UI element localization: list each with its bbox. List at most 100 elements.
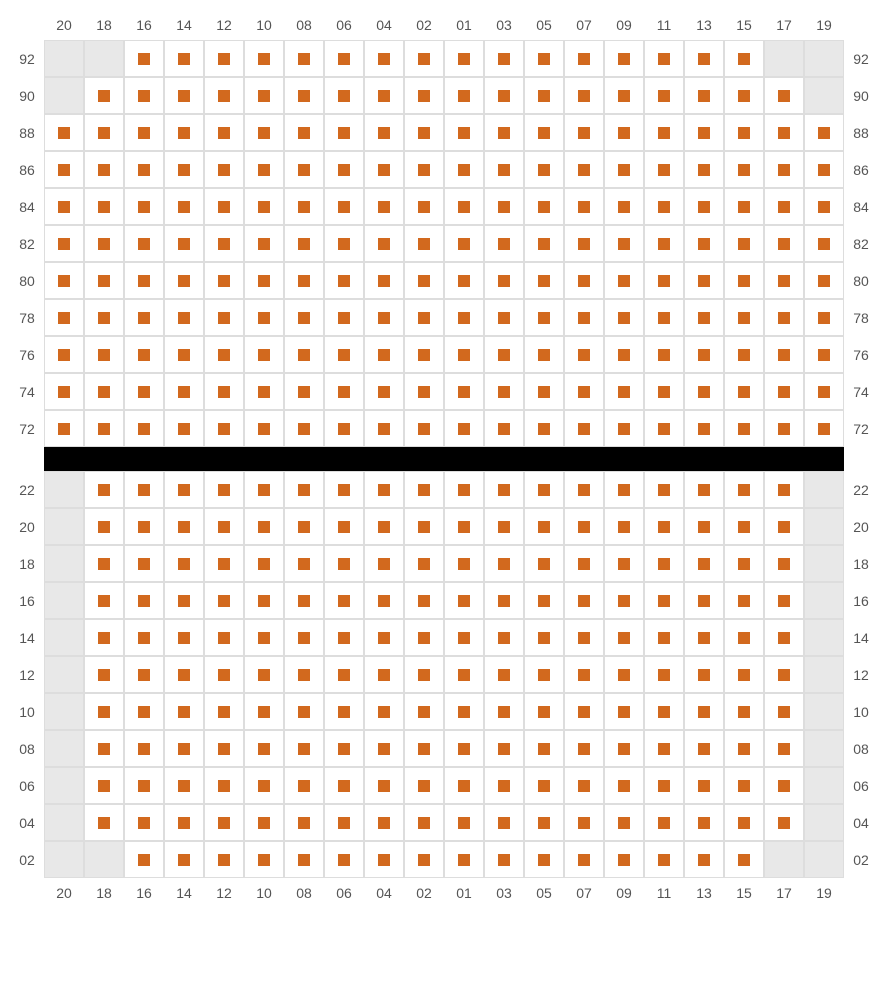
seat-cell[interactable] — [724, 767, 764, 804]
seat-cell[interactable] — [364, 77, 404, 114]
seat-cell[interactable] — [244, 693, 284, 730]
seat-cell[interactable] — [524, 693, 564, 730]
seat-cell[interactable] — [564, 841, 604, 878]
seat-cell[interactable] — [164, 373, 204, 410]
seat-cell[interactable] — [444, 40, 484, 77]
seat-cell[interactable] — [524, 151, 564, 188]
seat-cell[interactable] — [444, 767, 484, 804]
seat-cell[interactable] — [604, 471, 644, 508]
seat-cell[interactable] — [44, 151, 84, 188]
seat-cell[interactable] — [124, 188, 164, 225]
seat-cell[interactable] — [804, 151, 844, 188]
seat-cell[interactable] — [324, 77, 364, 114]
seat-cell[interactable] — [764, 262, 804, 299]
seat-cell[interactable] — [604, 841, 644, 878]
seat-cell[interactable] — [684, 77, 724, 114]
seat-cell[interactable] — [404, 693, 444, 730]
seat-cell[interactable] — [564, 508, 604, 545]
seat-cell[interactable] — [444, 471, 484, 508]
seat-cell[interactable] — [404, 40, 444, 77]
seat-cell[interactable] — [444, 77, 484, 114]
seat-cell[interactable] — [164, 336, 204, 373]
seat-cell[interactable] — [444, 373, 484, 410]
seat-cell[interactable] — [164, 40, 204, 77]
seat-cell[interactable] — [44, 410, 84, 447]
seat-cell[interactable] — [484, 299, 524, 336]
seat-cell[interactable] — [164, 545, 204, 582]
seat-cell[interactable] — [604, 77, 644, 114]
seat-cell[interactable] — [364, 804, 404, 841]
seat-cell[interactable] — [484, 508, 524, 545]
seat-cell[interactable] — [364, 410, 404, 447]
seat-cell[interactable] — [684, 299, 724, 336]
seat-cell[interactable] — [564, 545, 604, 582]
seat-cell[interactable] — [484, 225, 524, 262]
seat-cell[interactable] — [724, 508, 764, 545]
seat-cell[interactable] — [244, 262, 284, 299]
seat-cell[interactable] — [524, 656, 564, 693]
seat-cell[interactable] — [724, 841, 764, 878]
seat-cell[interactable] — [644, 767, 684, 804]
seat-cell[interactable] — [724, 262, 764, 299]
seat-cell[interactable] — [364, 508, 404, 545]
seat-cell[interactable] — [524, 841, 564, 878]
seat-cell[interactable] — [324, 410, 364, 447]
seat-cell[interactable] — [244, 77, 284, 114]
seat-cell[interactable] — [204, 619, 244, 656]
seat-cell[interactable] — [84, 508, 124, 545]
seat-cell[interactable] — [364, 767, 404, 804]
seat-cell[interactable] — [204, 410, 244, 447]
seat-cell[interactable] — [764, 336, 804, 373]
seat-cell[interactable] — [684, 545, 724, 582]
seat-cell[interactable] — [604, 373, 644, 410]
seat-cell[interactable] — [364, 151, 404, 188]
seat-cell[interactable] — [204, 373, 244, 410]
seat-cell[interactable] — [564, 188, 604, 225]
seat-cell[interactable] — [244, 336, 284, 373]
seat-cell[interactable] — [404, 767, 444, 804]
seat-cell[interactable] — [564, 730, 604, 767]
seat-cell[interactable] — [604, 545, 644, 582]
seat-cell[interactable] — [164, 693, 204, 730]
seat-cell[interactable] — [644, 471, 684, 508]
seat-cell[interactable] — [724, 545, 764, 582]
seat-cell[interactable] — [284, 336, 324, 373]
seat-cell[interactable] — [644, 619, 684, 656]
seat-cell[interactable] — [524, 262, 564, 299]
seat-cell[interactable] — [284, 114, 324, 151]
seat-cell[interactable] — [404, 151, 444, 188]
seat-cell[interactable] — [484, 841, 524, 878]
seat-cell[interactable] — [364, 114, 404, 151]
seat-cell[interactable] — [524, 225, 564, 262]
seat-cell[interactable] — [324, 767, 364, 804]
seat-cell[interactable] — [404, 225, 444, 262]
seat-cell[interactable] — [444, 225, 484, 262]
seat-cell[interactable] — [644, 841, 684, 878]
seat-cell[interactable] — [764, 114, 804, 151]
seat-cell[interactable] — [644, 188, 684, 225]
seat-cell[interactable] — [444, 508, 484, 545]
seat-cell[interactable] — [724, 114, 764, 151]
seat-cell[interactable] — [804, 262, 844, 299]
seat-cell[interactable] — [644, 410, 684, 447]
seat-cell[interactable] — [724, 151, 764, 188]
seat-cell[interactable] — [644, 693, 684, 730]
seat-cell[interactable] — [644, 508, 684, 545]
seat-cell[interactable] — [444, 151, 484, 188]
seat-cell[interactable] — [244, 471, 284, 508]
seat-cell[interactable] — [244, 40, 284, 77]
seat-cell[interactable] — [44, 373, 84, 410]
seat-cell[interactable] — [364, 262, 404, 299]
seat-cell[interactable] — [724, 299, 764, 336]
seat-cell[interactable] — [84, 693, 124, 730]
seat-cell[interactable] — [364, 656, 404, 693]
seat-cell[interactable] — [644, 114, 684, 151]
seat-cell[interactable] — [284, 373, 324, 410]
seat-cell[interactable] — [564, 40, 604, 77]
seat-cell[interactable] — [204, 656, 244, 693]
seat-cell[interactable] — [204, 508, 244, 545]
seat-cell[interactable] — [724, 77, 764, 114]
seat-cell[interactable] — [484, 545, 524, 582]
seat-cell[interactable] — [564, 114, 604, 151]
seat-cell[interactable] — [484, 336, 524, 373]
